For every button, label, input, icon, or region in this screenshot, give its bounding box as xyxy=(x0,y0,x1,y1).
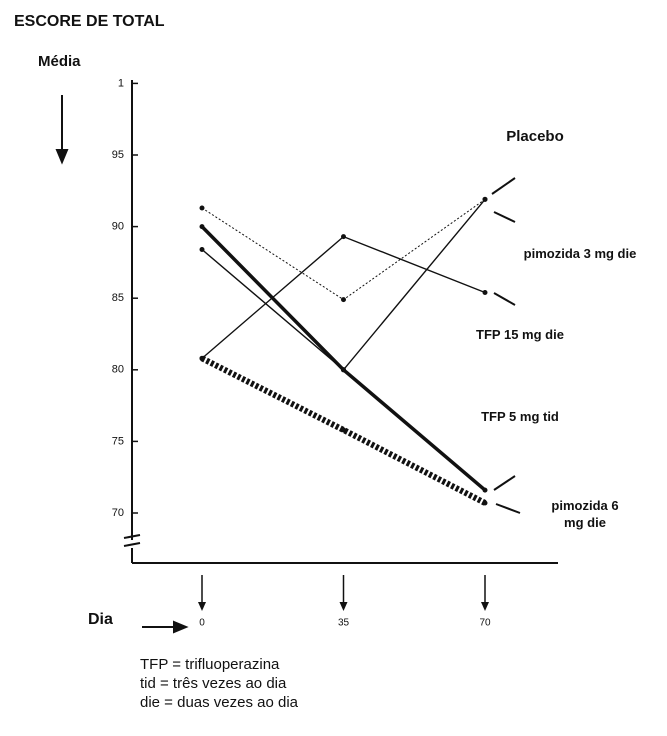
y-tick-label: 95 xyxy=(112,149,124,161)
point xyxy=(341,297,346,303)
series-label: pimozida 6 mg die xyxy=(551,498,619,530)
x-tick-label: 0 xyxy=(199,618,205,629)
series-label: Placebo xyxy=(506,128,564,145)
y-tick-label: 75 xyxy=(112,435,124,447)
decor xyxy=(55,80,558,634)
series-line xyxy=(200,225,487,492)
point xyxy=(482,289,488,295)
x-axis-label: Dia xyxy=(88,611,113,628)
point xyxy=(482,487,488,493)
point xyxy=(341,234,346,240)
x-tick-arrow xyxy=(339,602,348,611)
y-tick-label: 90 xyxy=(112,221,124,233)
point xyxy=(199,205,205,211)
note: TFP = trifluoperazina xyxy=(140,656,280,673)
point xyxy=(482,500,488,506)
series-line xyxy=(201,198,486,371)
y-tick-label: 80 xyxy=(112,364,124,376)
y-tick-label: 85 xyxy=(112,292,124,304)
chart-title: ESCORE DE TOTAL xyxy=(14,13,165,30)
series-line xyxy=(200,355,487,506)
point xyxy=(341,367,346,373)
x-tick-label: 35 xyxy=(338,618,350,629)
series-label: pimozida 3 mg die xyxy=(523,246,637,261)
point xyxy=(199,355,205,361)
point xyxy=(482,196,488,202)
x-tick-arrow xyxy=(198,602,206,611)
series-label: TFP 15 mg die xyxy=(476,327,564,342)
y-tick-label: 70 xyxy=(112,507,124,519)
note: die = duas vezes ao dia xyxy=(140,694,299,711)
x-tick-label: 70 xyxy=(479,618,491,629)
y-tick-label: 1 xyxy=(118,77,124,89)
point xyxy=(341,427,346,433)
note: tid = três vezes ao dia xyxy=(140,675,287,692)
series-label: TFP 5 mg tid xyxy=(481,409,559,424)
point xyxy=(199,247,205,253)
point xyxy=(199,224,205,230)
y-axis-label: Média xyxy=(38,53,81,70)
x-tick-arrow xyxy=(481,602,489,611)
